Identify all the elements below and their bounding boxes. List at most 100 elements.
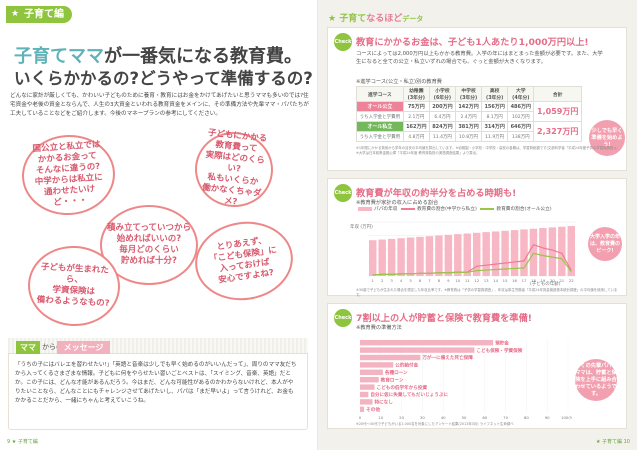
table-cell: 8.1万円	[481, 111, 509, 122]
table-total: 2,327万円	[533, 121, 582, 142]
x-tick-label: 9	[447, 278, 450, 283]
section-notes: ※20代〜30代で子どもがいる1,000名を対象にしたアンケート結果(2013年…	[356, 422, 514, 426]
table-header: 高校 (3年分)	[481, 86, 509, 102]
section-notes: ※30歳で子どもが生まれた場合を想定した年収比率です。※教育費は「子供の学習費調…	[356, 288, 618, 297]
income-bar	[406, 237, 415, 276]
education-lines	[372, 243, 572, 276]
x-tick-label: 80	[524, 415, 529, 420]
x-tick-label: 10	[378, 415, 383, 420]
income-bar	[454, 234, 462, 276]
table-row: オール私立 162万円 824万円 381万円 314万円 646万円 2,32…	[356, 121, 582, 142]
table-header: 大学 (4年分)	[507, 86, 535, 102]
method-label: 預貯金	[495, 339, 509, 346]
right-footer: ★ 子育て編 10	[595, 439, 630, 445]
x-tick-label: 50	[462, 415, 467, 420]
method-bar	[360, 354, 421, 361]
income-bar	[529, 228, 538, 276]
check-section-3: Check 7割以上の人が貯蓄と保険で教育費を準備! ※教育費の準備方法 預貯金…	[327, 303, 627, 429]
headline-secondary: いくらかかるの?どうやって準備するの?	[14, 69, 313, 88]
x-tick-label: 0	[359, 415, 362, 420]
table-cell: 2.1万円	[402, 111, 430, 122]
check-section-1: Check 教育にかかるお金は、子ども1人あたり1,000万円以上! コースによ…	[327, 27, 627, 171]
table-header: 幼稚園 (3年分)	[402, 86, 430, 102]
x-tick-label: 22	[569, 278, 574, 283]
spine	[317, 0, 320, 450]
right-tag-pink: なるほど	[366, 14, 403, 24]
income-bar	[482, 232, 490, 276]
method-bar	[360, 377, 379, 383]
message-header-title: メッセージ	[57, 341, 110, 354]
table-cell: 824万円	[428, 121, 456, 132]
income-bar	[510, 230, 519, 276]
method-bar	[360, 347, 475, 353]
x-tick-label: 11	[465, 278, 470, 283]
check-section-2: Check 教育費が年収の約半分を占める時期も! ※教育費が家計の収入に占める割…	[327, 178, 627, 297]
table-row-label: うち入学金と学費用	[356, 131, 404, 142]
income-bar	[501, 230, 509, 276]
method-label: その他	[366, 406, 380, 413]
section-subtitle: ※進学コース(公立・私立)別の教育費	[356, 79, 442, 85]
check-badge: Check	[334, 309, 352, 327]
section-notes: ※1年間にかかる費用から学年の目安の平均値を算出しています。※幼稚園・小学校・中…	[356, 146, 620, 155]
right-page-tag: ★ 子育てなるほどデータ	[328, 14, 424, 24]
income-bars	[369, 226, 575, 276]
check-badge: Check	[334, 33, 352, 51]
x-tick-label: 20	[550, 278, 555, 283]
bubble-line: 子どもが生まれたら、	[40, 262, 110, 286]
check-badge: Check	[334, 184, 352, 202]
legend-swatch-green	[480, 207, 495, 210]
x-tick-label: 2	[381, 278, 384, 283]
table-cell: 486万円	[507, 101, 535, 112]
x-tick-label: 1	[372, 278, 375, 283]
table-row-label: オール公立	[356, 101, 404, 112]
left-page: 子育て編 子育てママが一番気になる教育費。 いくらかかるの?どうやって準備するの…	[0, 0, 318, 450]
income-bar	[397, 238, 405, 276]
x-tick-label: 40	[441, 415, 446, 420]
method-label: こども保険・学資保険	[476, 347, 522, 354]
method-label: 万が一に備えた死亡保障	[421, 354, 473, 361]
message-header-kara: からの	[42, 343, 63, 351]
table-cell: 11.4万円	[428, 131, 456, 142]
x-tick-label: 8	[438, 278, 441, 283]
table-header: 小学校 (6年分)	[428, 86, 456, 102]
x-tick-label: 7	[428, 278, 431, 283]
income-bar	[520, 229, 528, 276]
table-cell: 142万円	[454, 101, 483, 112]
saving-callout: 多くの先輩パパ・ママは、貯蓄と保険を上手に組み合わせているようです。	[575, 359, 617, 401]
table-cell: 162万円	[402, 121, 430, 132]
method-label: 自分に仮に失業してもだいじょうぶに	[370, 391, 448, 398]
income-bar	[463, 233, 471, 276]
table-row-label: うち入学金と学費用	[356, 111, 404, 122]
table-row-label: オール私立	[356, 121, 404, 132]
income-bar	[567, 226, 575, 276]
income-bar	[378, 239, 386, 276]
table-cell: 138万円	[507, 131, 535, 142]
bubble-line: 貯めれば十分?	[121, 256, 177, 266]
section-text: コースによっては2,000万円以上もかかる教育費。入学の年にはまとまった金額が必…	[356, 51, 603, 65]
headline-rest: が一番気になる教育費。	[104, 46, 302, 67]
table-cell: 75万円	[402, 101, 430, 112]
section-title: 7割以上の人が貯蓄と保険で教育費を準備!	[356, 313, 532, 324]
legend-label: パパの年収	[374, 207, 398, 212]
x-tick-label: 15	[503, 278, 508, 283]
x-tick-label: 12	[474, 278, 479, 283]
legend-swatch-bar	[358, 206, 372, 211]
table-cell: 4.8万円	[402, 131, 430, 142]
bubble-line: 積み立てっていつから	[106, 223, 192, 233]
table-cell: 646万円	[507, 121, 535, 132]
bubble-line: 毎月どのくらい	[119, 245, 179, 255]
question-bubble: 子どもにかかる 教育費って 実際はどのくらい? 私もいくらか 働かなくちゃダメ?	[191, 128, 277, 211]
income-bar	[558, 226, 566, 276]
legend-swatch-pink	[400, 207, 415, 210]
table-header: 合計	[533, 86, 582, 102]
y-axis-label: 年収 (万円)	[350, 223, 373, 230]
x-tick-label: 10	[455, 278, 460, 283]
x-tick-label: 90	[545, 415, 550, 420]
x-tick-label: 5	[409, 278, 412, 283]
chart-legend: パパの年収 教育費の割合(中学から私立) 教育費の割合(オール公立)	[356, 206, 552, 212]
right-tag-suffix: データ	[402, 15, 424, 23]
x-axis-label: (子どもの年齢)	[530, 280, 561, 287]
income-education-chart: 1 2 3 4 5 6 7 8 9 10 11 12 13 14 15 16 17 18 19 20 21 22 年収 (…	[350, 221, 576, 287]
x-tick-label: 21	[559, 278, 564, 283]
bubble-line: 始めればいいの?	[116, 234, 182, 244]
